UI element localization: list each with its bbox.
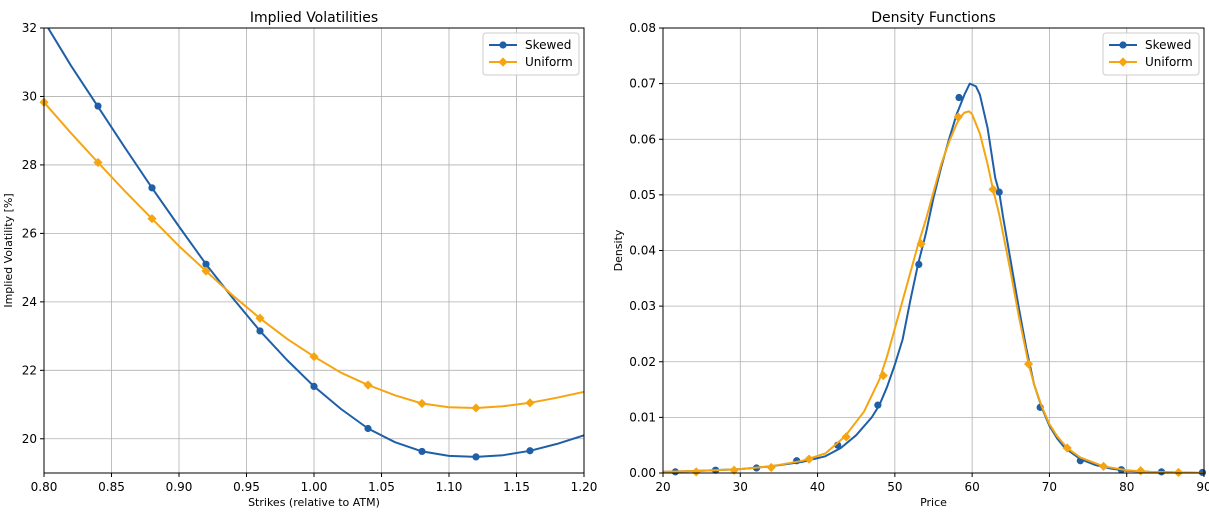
series-line-uniform xyxy=(663,110,1204,473)
y-tick-label: 0.05 xyxy=(629,188,656,202)
x-tick-label: 1.00 xyxy=(301,480,328,494)
series-uniform xyxy=(663,110,1204,478)
x-tick-label: 30 xyxy=(733,480,748,494)
data-point xyxy=(691,467,701,477)
data-point xyxy=(526,447,534,455)
y-axis-label: Implied Volatility [%] xyxy=(2,193,15,307)
data-point xyxy=(874,401,882,409)
x-tick-label: 1.20 xyxy=(571,480,598,494)
y-tick-label: 30 xyxy=(22,89,37,103)
x-axis-label: Strikes (relative to ATM) xyxy=(248,496,380,509)
legend: Skewed Uniform xyxy=(482,32,580,76)
x-tick-label: 1.15 xyxy=(503,480,530,494)
data-point xyxy=(915,260,923,269)
y-axis-label: Density xyxy=(612,229,625,271)
data-point xyxy=(1173,467,1184,478)
y-tick-label: 20 xyxy=(22,432,37,446)
data-point xyxy=(309,352,319,362)
chart-title: Density Functions xyxy=(871,10,996,26)
y-tick-label: 0.01 xyxy=(629,410,656,424)
y-tick-label: 28 xyxy=(22,158,37,172)
y-tick-label: 24 xyxy=(22,295,37,309)
y-tick-label: 22 xyxy=(22,363,37,377)
y-tick-label: 0.03 xyxy=(629,299,656,313)
legend-box xyxy=(1102,32,1200,76)
data-point xyxy=(94,102,102,110)
data-point xyxy=(418,447,426,456)
data-point xyxy=(202,260,210,268)
data-point xyxy=(1136,466,1146,476)
x-tick-label: 1.10 xyxy=(436,480,463,494)
data-point xyxy=(1098,461,1109,471)
x-tick-label: 60 xyxy=(965,480,980,494)
legend-label: Uniform xyxy=(1145,55,1193,69)
data-point xyxy=(256,327,264,335)
data-point xyxy=(363,380,373,390)
data-point xyxy=(364,424,372,433)
x-tick-label: 0.85 xyxy=(98,480,125,494)
legend-label: Skewed xyxy=(1145,38,1191,52)
chart-panel-1: 0.80 0.85 0.90 0.95 1.00 1.05 1.10 1.15 1.20 20 22… xyxy=(2,10,597,509)
data-point xyxy=(804,454,814,464)
data-point xyxy=(93,157,103,168)
y-tick-label: 0.00 xyxy=(629,466,656,480)
legend-label: Skewed xyxy=(525,38,571,52)
data-point xyxy=(878,371,888,381)
x-tick-label: 40 xyxy=(810,480,825,494)
data-point xyxy=(201,266,211,276)
y-tick-label: 26 xyxy=(22,226,37,240)
data-point xyxy=(525,398,535,408)
data-point xyxy=(417,398,427,409)
y-tick-label: 0.07 xyxy=(629,77,656,91)
legend-item-skewed: Skewed xyxy=(1109,38,1191,52)
x-tick-label: 80 xyxy=(1119,480,1134,494)
data-point xyxy=(255,313,265,323)
data-point xyxy=(472,453,480,461)
data-point xyxy=(916,239,926,249)
x-tick-label: 70 xyxy=(1042,480,1057,494)
legend-marker xyxy=(498,57,508,67)
legend-marker xyxy=(1118,57,1128,67)
data-point xyxy=(953,112,963,122)
data-point xyxy=(995,188,1003,196)
series-skewed xyxy=(46,28,584,461)
data-point xyxy=(1023,359,1034,369)
y-tick-label: 0.04 xyxy=(629,244,656,258)
legend-label: Uniform xyxy=(525,55,573,69)
x-tick-label: 0.80 xyxy=(31,480,58,494)
legend-box xyxy=(482,32,580,76)
x-tick-label: 20 xyxy=(655,480,670,494)
y-tick-label: 0.06 xyxy=(629,132,656,146)
x-axis-label: Price xyxy=(920,496,947,509)
data-point xyxy=(471,403,481,413)
chart-panel-2: 20 30 40 50 60 70 80 90 0.00 0.01 0.02 0.03 0.04 0.05… xyxy=(612,10,1209,509)
x-tick-label: 0.95 xyxy=(233,480,260,494)
data-point xyxy=(147,214,157,224)
legend-item-uniform: Uniform xyxy=(489,55,573,69)
chart-title: Implied Volatilities xyxy=(250,10,378,26)
legend-marker xyxy=(499,41,507,49)
data-point xyxy=(841,432,851,442)
data-point xyxy=(310,382,318,390)
y-tick-label: 0.08 xyxy=(629,21,656,35)
x-tick-label: 50 xyxy=(887,480,902,494)
legend-marker xyxy=(1119,41,1127,49)
y-tick-label: 0.02 xyxy=(629,355,656,369)
x-tick-label: 1.05 xyxy=(368,480,395,494)
data-point xyxy=(988,184,998,194)
data-point xyxy=(148,184,156,192)
x-tick-label: 0.90 xyxy=(166,480,193,494)
legend-item-uniform: Uniform xyxy=(1109,55,1193,69)
data-point xyxy=(766,462,776,473)
x-tick-label: 90 xyxy=(1196,480,1209,494)
series-uniform xyxy=(39,97,584,413)
legend-item-skewed: Skewed xyxy=(489,38,571,52)
data-point xyxy=(1062,443,1072,453)
data-point xyxy=(955,93,963,102)
legend: Skewed Uniform xyxy=(1102,32,1200,76)
y-tick-label: 32 xyxy=(22,21,37,35)
